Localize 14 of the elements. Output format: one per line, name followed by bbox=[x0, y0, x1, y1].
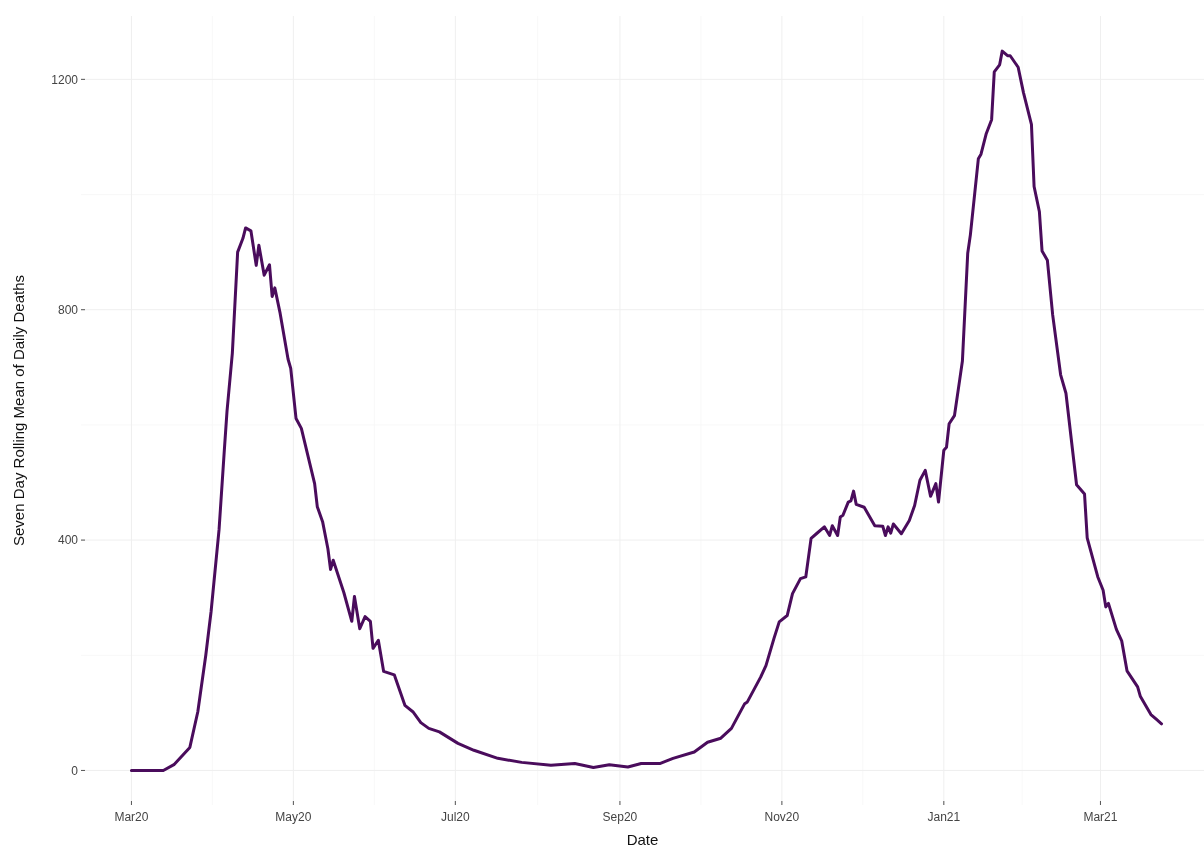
y-tick-label: 0 bbox=[71, 763, 79, 778]
x-tick-label: Sep20 bbox=[602, 810, 638, 824]
y-tick-label: 400 bbox=[57, 533, 79, 548]
line-series bbox=[129, 49, 1164, 772]
y-axis-title: Seven Day Rolling Mean of Daily Deaths bbox=[10, 275, 27, 546]
x-tick-label: Nov20 bbox=[764, 810, 800, 824]
x-tick-label: Mar20 bbox=[114, 810, 149, 824]
y-tick-label: 1200 bbox=[51, 72, 79, 87]
x-tick-label: Mar21 bbox=[1083, 810, 1118, 824]
x-tick-label: Jan21 bbox=[927, 810, 961, 824]
y-tick-label: 800 bbox=[57, 302, 79, 317]
x-tick-label: Jul20 bbox=[440, 810, 470, 824]
x-axis-title: Date bbox=[626, 831, 659, 848]
x-tick-label: May20 bbox=[275, 810, 312, 824]
